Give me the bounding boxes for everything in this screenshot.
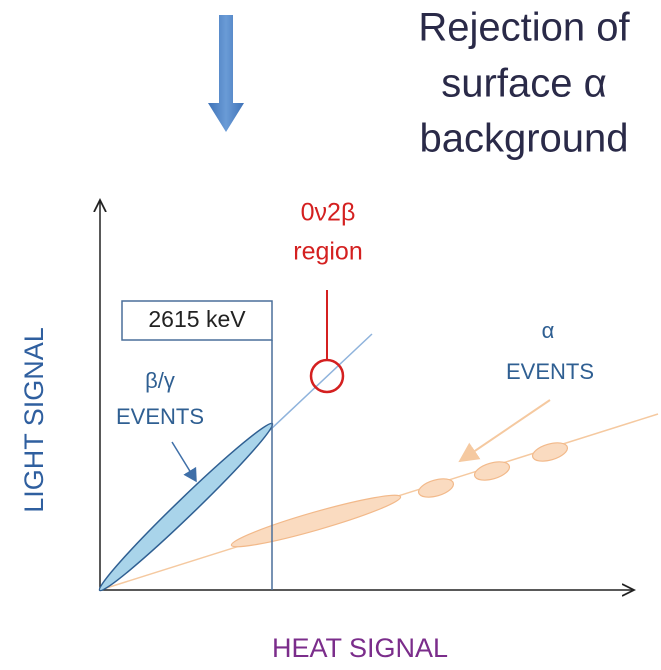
title: Rejection of surface α background (418, 6, 630, 161)
alpha-ellipse (473, 461, 511, 481)
region-label: 0ν2β region (293, 199, 363, 266)
energy-box (121, 300, 273, 341)
beta-gamma-label-line: EVENTS (116, 404, 204, 429)
title-line: Rejection of (418, 6, 630, 50)
region-label-line: 0ν2β (301, 199, 356, 227)
beta-gamma-label: β/γ EVENTS (116, 368, 204, 429)
alpha-ellipse (531, 442, 569, 462)
title-line: background (419, 117, 628, 161)
alpha-label-line: α (542, 318, 555, 343)
alpha-label: α EVENTS (506, 318, 594, 384)
alpha-label-line: EVENTS (506, 359, 594, 384)
x-axis-label: HEAT SIGNAL (272, 633, 448, 663)
region-circle (309, 358, 345, 394)
beta-gamma-label-line: β/γ (145, 368, 175, 393)
energy-label: 2615 keV (148, 306, 246, 332)
beta-ellipse (98, 422, 274, 592)
alpha-pointer (458, 399, 551, 463)
alpha-ellipse (417, 478, 455, 498)
alpha-ellipse (230, 494, 402, 548)
alpha-events (230, 442, 569, 548)
down-arrow (208, 15, 244, 132)
beta-pointer (171, 441, 197, 483)
y-axis-label: LIGHT SIGNAL (19, 327, 49, 513)
region-label-line: region (293, 238, 363, 266)
title-line: surface α (441, 62, 606, 106)
